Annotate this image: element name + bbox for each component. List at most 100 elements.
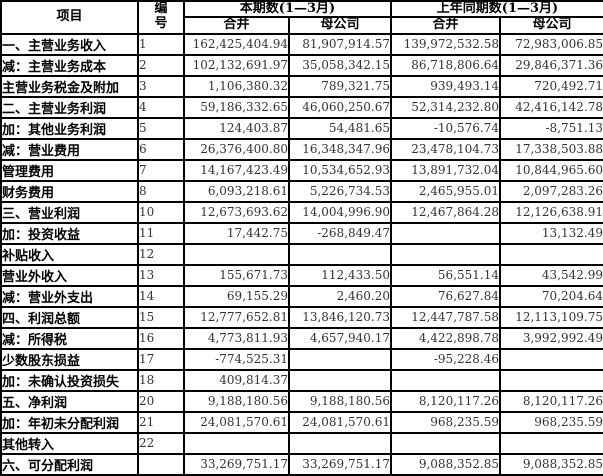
current-parent-value	[288, 242, 392, 266]
row-number: 18	[137, 368, 185, 392]
current-parent-value: 35,058,342.15	[288, 53, 392, 77]
current-parent-value	[288, 347, 392, 371]
table-row: 加：其他业务利润 5 124,403.87 54,481.65 -10,576.74 -8…	[0, 116, 603, 140]
row-number: 8	[137, 179, 185, 203]
prior-consolidated-value: -10,576.74	[390, 116, 501, 140]
col-header-prior-consolidated: 合并	[390, 16, 501, 35]
row-number: 14	[137, 284, 185, 308]
current-consolidated-value: -774,525.31	[183, 347, 290, 371]
row-number: 13	[137, 263, 185, 287]
prior-parent-value: 3,992,992.49	[499, 326, 603, 350]
current-consolidated-value: 155,671.73	[183, 263, 290, 287]
table-row: 管理费用 7 14,167,423.49 10,534,652.93 13,891,73…	[0, 158, 603, 182]
col-header-item: 项目	[0, 0, 139, 35]
item-label: 五、净利润	[0, 389, 139, 413]
item-label: 减：所得税	[0, 326, 139, 350]
row-number: 4	[137, 95, 185, 119]
current-consolidated-value: 12,777,652.81	[183, 305, 290, 329]
prior-parent-value: 8,120,117.26	[499, 389, 603, 413]
item-label: 营业外收入	[0, 263, 139, 287]
current-consolidated-value: 409,814.37	[183, 368, 290, 392]
prior-parent-value	[499, 347, 603, 371]
row-number: 3	[137, 74, 185, 98]
prior-parent-value: 9,088,352.85	[499, 452, 603, 476]
prior-consolidated-value: 12,447,787.58	[390, 305, 501, 329]
current-consolidated-value: 69,155.29	[183, 284, 290, 308]
table-row: 减：主营业务成本 2 102,132,691.97 35,058,342.15 86,7…	[0, 53, 603, 77]
prior-parent-value: 72,983,006.85	[499, 32, 603, 56]
prior-consolidated-value: 8,120,117.26	[390, 389, 501, 413]
table-body: 一、主营业务收入 1 162,425,404.94 81,907,914.57 139,…	[0, 32, 603, 476]
current-parent-value: 14,004,996.90	[288, 200, 392, 224]
prior-consolidated-value: 76,627.84	[390, 284, 501, 308]
current-parent-value: 789,321.75	[288, 74, 392, 98]
current-consolidated-value: 59,186,332.65	[183, 95, 290, 119]
prior-parent-value: 968,235.59	[499, 410, 603, 434]
item-label: 加：投资收益	[0, 221, 139, 245]
current-consolidated-value: 17,442.75	[183, 221, 290, 245]
prior-parent-value: 13,132.49	[499, 221, 603, 245]
prior-parent-value: 10,844,965.60	[499, 158, 603, 182]
prior-consolidated-value: 12,467,864.28	[390, 200, 501, 224]
prior-parent-value: 43,542.99	[499, 263, 603, 287]
current-parent-value: -268,849.47	[288, 221, 392, 245]
table-row: 加：投资收益 11 17,442.75 -268,849.47 13,132.49	[0, 221, 603, 245]
col-header-number-line2: 号	[154, 16, 168, 32]
prior-parent-value: 29,846,371.36	[499, 53, 603, 77]
col-header-number-line1: 编	[154, 1, 168, 17]
prior-consolidated-value	[390, 431, 501, 455]
table-row: 四、利润总额 15 12,777,652.81 13,846,120.73 12,447…	[0, 305, 603, 329]
current-parent-value: 112,433.50	[288, 263, 392, 287]
table-row: 主营业务税金及附加 3 1,106,380.32 789,321.75 939,493.…	[0, 74, 603, 98]
table-row: 少数股东损益 17 -774,525.31 -95,228.46	[0, 347, 603, 371]
current-consolidated-value: 124,403.87	[183, 116, 290, 140]
prior-parent-value: 720,492.71	[499, 74, 603, 98]
item-label: 财务费用	[0, 179, 139, 203]
prior-parent-value: 12,113,109.75	[499, 305, 603, 329]
row-number: 1	[137, 32, 185, 56]
prior-consolidated-value: 52,314,232.80	[390, 95, 501, 119]
current-parent-value: 33,269,751.17	[288, 452, 392, 476]
prior-consolidated-value: 2,465,955.01	[390, 179, 501, 203]
current-consolidated-value: 9,188,180.56	[183, 389, 290, 413]
item-label: 四、利润总额	[0, 305, 139, 329]
row-number: 5	[137, 116, 185, 140]
col-header-prior-period: 上年同期数(1—3月)	[390, 0, 603, 19]
prior-consolidated-value: 968,235.59	[390, 410, 501, 434]
table-row: 减：营业外支出 14 69,155.29 2,460.20 76,627.84 70,20…	[0, 284, 603, 308]
current-parent-value: 4,657,940.17	[288, 326, 392, 350]
table-row: 减：营业费用 6 26,376,400.80 16,348,347.96 23,478,…	[0, 137, 603, 161]
item-label: 加：其他业务利润	[0, 116, 139, 140]
prior-consolidated-value: 139,972,532.58	[390, 32, 501, 56]
item-label: 管理费用	[0, 158, 139, 182]
table-row: 补贴收入 12	[0, 242, 603, 266]
item-label: 三、营业利润	[0, 200, 139, 224]
prior-consolidated-value	[390, 221, 501, 245]
prior-parent-value: 42,416,142.78	[499, 95, 603, 119]
prior-consolidated-value	[390, 368, 501, 392]
current-parent-value	[288, 368, 392, 392]
current-consolidated-value: 1,106,380.32	[183, 74, 290, 98]
row-number: 6	[137, 137, 185, 161]
item-label: 少数股东损益	[0, 347, 139, 371]
item-label: 六、可分配利润	[0, 452, 139, 476]
table-row: 减：所得税 16 4,773,811.93 4,657,940.17 4,422,898…	[0, 326, 603, 350]
current-parent-value: 13,846,120.73	[288, 305, 392, 329]
item-label: 补贴收入	[0, 242, 139, 266]
table-row: 其他转入 22	[0, 431, 603, 455]
item-label: 二、主营业务利润	[0, 95, 139, 119]
table-row: 六、可分配利润 33,269,751.17 33,269,751.17 9,088,3…	[0, 452, 603, 476]
item-label: 减：主营业务成本	[0, 53, 139, 77]
table-row: 财务费用 8 6,093,218.61 5,226,734.53 2,465,955.0…	[0, 179, 603, 203]
item-label: 一、主营业务收入	[0, 32, 139, 56]
current-parent-value: 5,226,734.53	[288, 179, 392, 203]
current-consolidated-value	[183, 431, 290, 455]
header-row-sub: 合并 母公司 合并 母公司	[1, 16, 603, 35]
prior-parent-value: 2,097,283.26	[499, 179, 603, 203]
current-consolidated-value: 4,773,811.93	[183, 326, 290, 350]
current-consolidated-value	[183, 242, 290, 266]
row-number: 22	[137, 431, 185, 455]
table-row: 三、营业利润 10 12,673,693.62 14,004,996.90 12,467…	[0, 200, 603, 224]
prior-parent-value: 12,126,638.91	[499, 200, 603, 224]
row-number: 20	[137, 389, 185, 413]
